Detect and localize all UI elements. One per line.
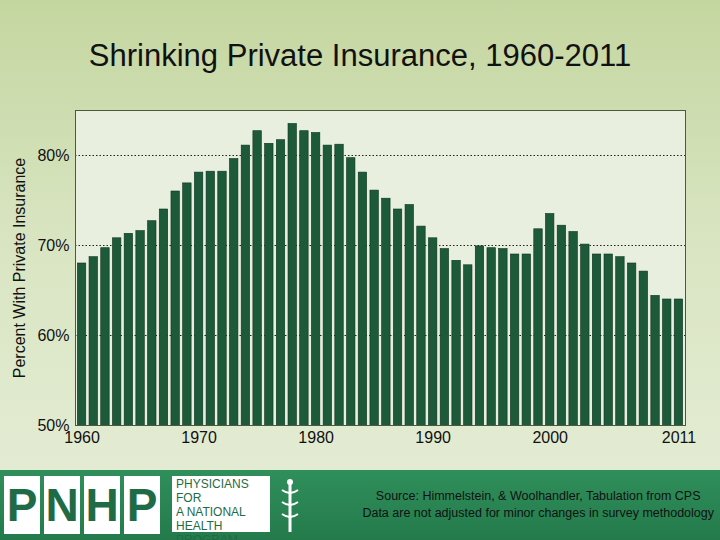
svg-text:2000: 2000 — [532, 429, 568, 446]
svg-text:60%: 60% — [37, 327, 69, 344]
svg-text:Percent With Private Insurance: Percent With Private Insurance — [11, 158, 28, 379]
html-text:Shrinking Private Insurance, 1: Shrinking Private Insurance, 1960-2011 — [88, 38, 632, 73]
svg-text:80%: 80% — [37, 147, 69, 164]
svg-text:70%: 70% — [37, 237, 69, 254]
svg-text:1970: 1970 — [181, 429, 217, 446]
svg-text:1980: 1980 — [298, 429, 334, 446]
html-text:Source: Himmelstein, & Woolhan: Source: Himmelstein, & Woolhandler, Tabu… — [375, 489, 701, 503]
svg-text:1960: 1960 — [64, 429, 100, 446]
svg-text:1990: 1990 — [415, 429, 451, 446]
html-text:A NATIONAL: A NATIONAL — [176, 505, 246, 519]
svg-text:50%: 50% — [37, 416, 70, 434]
html-text:Data are not adjusted for mino: Data are not adjusted for minor changes … — [362, 506, 714, 520]
svg-text:2011: 2011 — [662, 429, 697, 446]
html-text:P N H P: P N H P — [6, 479, 158, 531]
html-text:HEALTH: HEALTH — [176, 519, 223, 533]
html-text:PHYSICIANS FOR: PHYSICIANS FOR — [176, 477, 249, 505]
